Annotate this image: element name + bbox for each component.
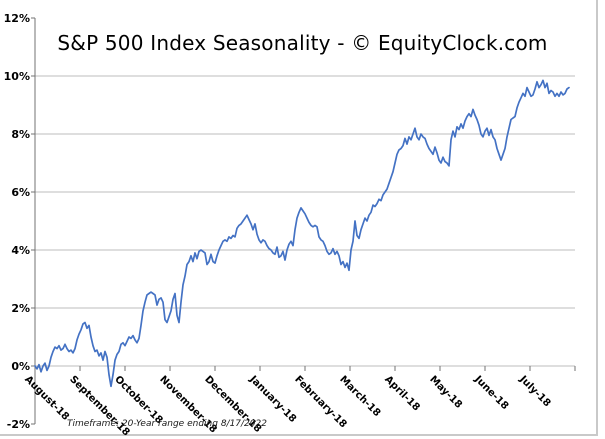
y-axis-label-12pct: 12% — [3, 12, 30, 25]
y-axis-label-6pct: 6% — [11, 186, 30, 199]
y-axis-label-8pct: 8% — [11, 128, 30, 141]
y-axis-label-0pct: 0% — [11, 360, 30, 373]
seasonality-line — [34, 79, 570, 388]
timeframe-footnote: Timeframe: 20-Year range ending 8/17/202… — [67, 419, 267, 429]
y-axis-label-10pct: 10% — [3, 70, 30, 83]
y-axis-label-4pct: 4% — [11, 244, 30, 257]
y-axis-label-2pct: 2% — [11, 302, 30, 315]
y-axis-label--2pct: -2% — [6, 418, 30, 431]
chart-title: S&P 500 Index Seasonality - © EquityCloc… — [57, 31, 548, 55]
